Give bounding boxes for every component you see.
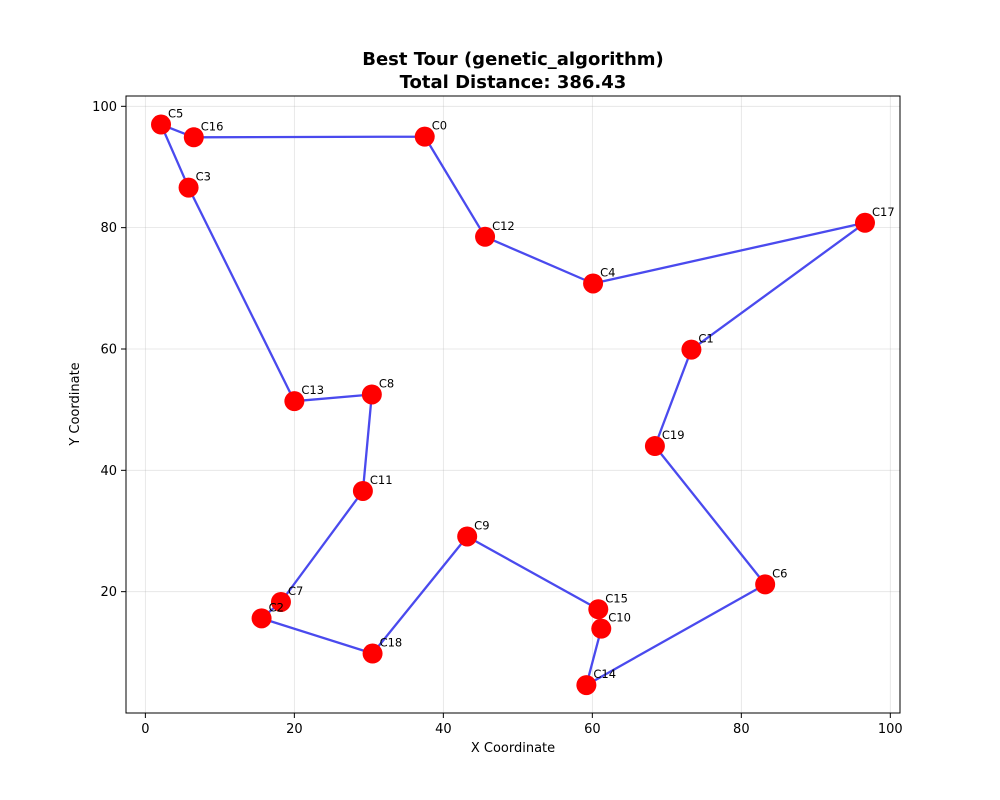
- city-marker-c1: [681, 339, 702, 360]
- city-marker-c5: [151, 114, 172, 135]
- city-marker-c6: [755, 574, 776, 595]
- city-label-c14: C14: [593, 667, 616, 681]
- city-label-c12: C12: [492, 219, 515, 233]
- x-tick-label: 80: [733, 722, 750, 737]
- x-tick-label: 100: [878, 722, 903, 737]
- city-marker-c14: [576, 675, 597, 696]
- city-label-c3: C3: [196, 170, 211, 184]
- x-tick-label: 60: [584, 722, 601, 737]
- chart-title-line-1: Best Tour (genetic_algorithm): [362, 49, 664, 70]
- city-marker-c11: [352, 480, 373, 501]
- grid-lines: [126, 96, 900, 713]
- x-tick-label: 0: [141, 722, 149, 737]
- city-markers: [151, 114, 875, 696]
- city-label-c8: C8: [379, 376, 394, 390]
- y-tick-label: 80: [100, 221, 117, 236]
- city-marker-c13: [284, 391, 305, 412]
- city-marker-c16: [183, 127, 204, 148]
- city-marker-c2: [251, 608, 272, 629]
- city-marker-c15: [588, 599, 609, 620]
- city-label-c16: C16: [201, 119, 224, 133]
- city-marker-c10: [591, 618, 612, 639]
- city-labels: C0 C1 C2 C3 C4 C5 C6 C7 C8 C9 C10 C11 C12 C13 C14 C15 C1…: [168, 107, 895, 682]
- city-marker-c3: [178, 177, 199, 198]
- city-marker-c19: [644, 436, 665, 457]
- city-label-c4: C4: [600, 265, 615, 279]
- x-tick-label: 20: [286, 722, 303, 737]
- city-label-c1: C1: [698, 332, 713, 346]
- city-label-c18: C18: [380, 636, 403, 650]
- city-label-c5: C5: [168, 107, 183, 121]
- city-marker-c18: [362, 643, 383, 664]
- city-label-c6: C6: [772, 566, 787, 580]
- y-axis-label: Y Coordinate: [68, 362, 83, 446]
- city-marker-c9: [457, 526, 478, 547]
- city-label-c10: C10: [608, 611, 631, 625]
- city-marker-c4: [583, 273, 604, 294]
- city-marker-c17: [854, 212, 875, 233]
- city-marker-c0: [414, 126, 435, 147]
- city-label-c7: C7: [288, 584, 303, 598]
- city-label-c15: C15: [605, 591, 628, 605]
- city-label-c17: C17: [872, 205, 895, 219]
- y-tick-label: 60: [100, 342, 117, 357]
- y-tick-label: 100: [92, 100, 117, 115]
- plot-frame: [125, 95, 901, 714]
- city-label-c11: C11: [370, 473, 393, 487]
- city-label-c2: C2: [269, 600, 284, 614]
- y-axis-ticks: 20 40 60 80 100: [92, 100, 126, 600]
- x-axis-ticks: 0 20 40 60 80 100: [141, 713, 903, 737]
- city-marker-c7: [270, 591, 291, 612]
- x-axis-label: X Coordinate: [471, 741, 555, 756]
- city-label-c19: C19: [662, 428, 685, 442]
- city-label-c0: C0: [432, 119, 447, 133]
- x-tick-label: 40: [435, 722, 452, 737]
- chart-title-line-2: Total Distance: 386.43: [400, 72, 627, 93]
- city-marker-c12: [475, 226, 496, 247]
- city-marker-c8: [361, 384, 382, 405]
- city-label-c9: C9: [474, 518, 489, 532]
- y-tick-label: 40: [100, 464, 117, 479]
- y-tick-label: 20: [100, 585, 117, 600]
- city-label-c13: C13: [301, 383, 324, 397]
